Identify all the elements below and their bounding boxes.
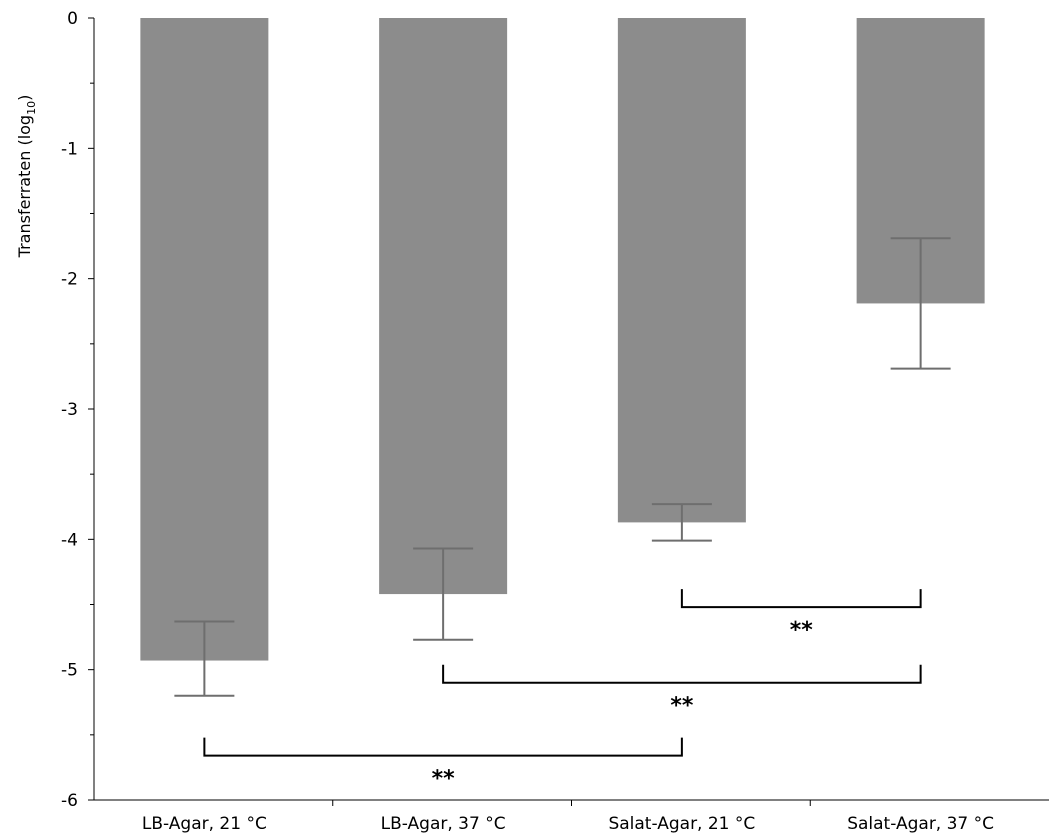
x-labels-group: LB-Agar, 21 °C LB-Agar, 37 °C Salat-Agar, … <box>142 800 994 834</box>
x-label-2: LB-Agar, 37 °C <box>381 814 506 834</box>
y-axis-label-subscript: 10 <box>25 101 38 115</box>
y-axis-label-end: ) <box>15 95 34 101</box>
x-label-3: Salat-Agar, 21 °C <box>608 814 755 834</box>
y-axis-label: Transferraten (log10) <box>15 95 38 259</box>
y-tick-label-1: -1 <box>61 139 78 159</box>
y-tick-label-0: 0 <box>67 9 78 29</box>
bar-2 <box>379 18 508 595</box>
bar-1 <box>140 18 269 661</box>
bar-3 <box>617 18 746 523</box>
y-tick-label-4: -4 <box>61 530 78 550</box>
y-tick-label-2: -2 <box>61 270 78 290</box>
y-axis-label-main: Transferraten (log <box>15 115 34 258</box>
y-tick-label-5: -5 <box>61 661 78 681</box>
y-tick-label-6: -6 <box>61 791 78 811</box>
significance-label-1: ** <box>790 618 814 643</box>
significance-label-3: ** <box>432 767 456 792</box>
y-ticks-group: 0 -1 -2 -3 -4 -5 -6 <box>61 9 94 811</box>
significance-bracket-1 <box>680 589 922 609</box>
bars-group <box>140 18 985 661</box>
significance-label-2: ** <box>670 694 694 719</box>
x-label-4: Salat-Agar, 37 °C <box>847 814 994 834</box>
y-tick-label-3: -3 <box>61 400 78 420</box>
significance-bracket-3 <box>203 737 683 757</box>
error-bars-group <box>174 237 951 697</box>
significance-group: ** ** ** <box>203 589 922 792</box>
x-label-1: LB-Agar, 21 °C <box>142 814 267 834</box>
significance-bracket-2 <box>442 664 922 684</box>
